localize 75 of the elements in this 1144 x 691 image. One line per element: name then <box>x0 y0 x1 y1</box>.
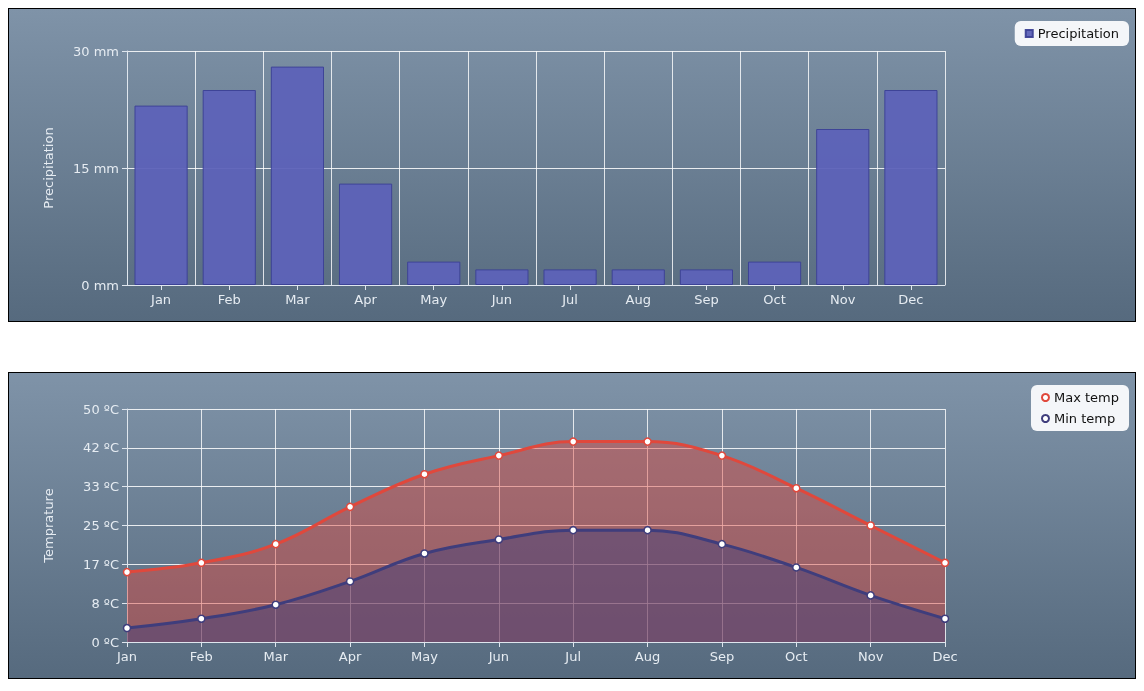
point <box>494 535 504 544</box>
bar <box>679 269 733 285</box>
point <box>271 600 280 609</box>
bar <box>270 66 324 285</box>
point <box>122 623 132 633</box>
x-tick-label: Mar <box>263 649 289 664</box>
x-tick-label: Dec <box>898 292 924 307</box>
bar <box>339 183 393 285</box>
x-tick-label: Jun <box>490 292 513 307</box>
x-tick-label: Jan <box>115 649 138 664</box>
bar <box>202 90 256 285</box>
point <box>717 451 727 460</box>
y-tick-label: 50 ºC <box>83 401 119 417</box>
point <box>866 591 875 600</box>
bar <box>134 105 188 285</box>
point <box>643 525 652 535</box>
x-tick-label: Oct <box>763 292 786 307</box>
x-tick-label: Aug <box>625 292 651 307</box>
x-tick-label: Feb <box>189 649 213 664</box>
point <box>792 483 801 493</box>
x-tick-label: Aug <box>634 649 661 664</box>
point <box>717 539 727 549</box>
point <box>568 525 578 535</box>
y-axis-title: Temprature <box>41 488 56 564</box>
point <box>197 558 206 568</box>
point <box>420 549 429 558</box>
x-tick-label: Jul <box>561 292 578 307</box>
point <box>792 563 801 572</box>
x-tick-label: Nov <box>830 292 856 307</box>
point <box>866 521 875 530</box>
x-tick-label: Sep <box>709 649 735 664</box>
x-tick-label: Jun <box>487 649 509 664</box>
bar <box>475 269 529 285</box>
legend-label: Precipitation <box>1037 26 1120 41</box>
y-tick-label: 0 mm <box>81 277 119 293</box>
bar <box>748 261 802 285</box>
y-axis-title: Precipitation <box>41 127 56 209</box>
x-tick-label: Apr <box>354 292 378 307</box>
legend-label: Min temp <box>1053 411 1116 426</box>
x-tick-label: Sep <box>694 292 719 307</box>
x-tick-label: Nov <box>857 649 884 664</box>
point <box>345 502 355 512</box>
bar <box>407 261 461 285</box>
x-tick-label: Apr <box>338 649 362 664</box>
x-tick-label: Feb <box>217 292 241 307</box>
y-tick-label: 33 ºC <box>83 479 119 495</box>
x-tick-label: Jul <box>564 649 582 664</box>
x-tick-label: Oct <box>785 649 808 664</box>
point <box>940 558 950 568</box>
point <box>420 469 429 479</box>
x-tick-label: May <box>420 292 448 307</box>
point <box>345 577 355 586</box>
y-tick-label: 0 ºC <box>91 634 119 650</box>
point <box>643 437 652 446</box>
legend-label: Max temp <box>1053 390 1120 405</box>
point <box>940 614 950 623</box>
y-tick-label: 25 ºC <box>83 518 119 533</box>
point <box>197 614 206 623</box>
bar <box>884 90 938 285</box>
bar <box>543 269 597 285</box>
bar <box>816 129 870 285</box>
x-tick-label: Jan <box>150 292 172 307</box>
point <box>122 567 132 577</box>
bar <box>611 269 665 285</box>
y-tick-label: 30 mm <box>72 43 119 59</box>
y-tick-label: 8 ºC <box>91 595 119 611</box>
point <box>494 451 504 460</box>
point <box>568 437 578 446</box>
y-tick-label: 17 ºC <box>83 556 119 572</box>
x-tick-label: Mar <box>285 292 311 307</box>
x-tick-label: Dec <box>932 649 958 664</box>
point <box>271 539 280 549</box>
x-tick-label: May <box>411 649 439 664</box>
y-tick-label: 42 ºC <box>83 440 119 456</box>
y-tick-label: 15 mm <box>72 160 119 176</box>
